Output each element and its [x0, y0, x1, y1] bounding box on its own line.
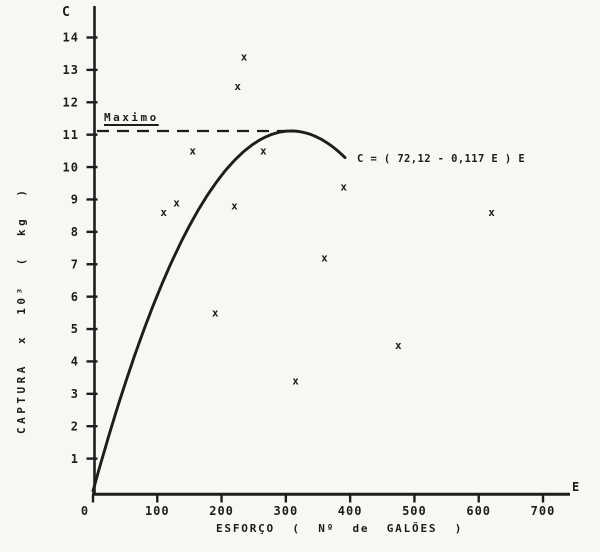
data-point-marker: x — [241, 51, 248, 64]
data-point-marker: x — [212, 307, 219, 320]
y-tick-label: 9 — [71, 193, 79, 207]
y-tick-label: 11 — [63, 128, 79, 142]
y-tick-label: 1 — [71, 452, 79, 466]
x-tick-label: 0 — [81, 504, 89, 518]
y-axis-title: CAPTURA x 10³ ( kg ) — [15, 186, 28, 434]
data-point-marker: x — [292, 375, 299, 388]
y-tick-label: 12 — [63, 95, 79, 109]
y-tick-label: 8 — [71, 225, 79, 239]
x-tick-label: 500 — [402, 504, 427, 518]
x-tick-label: 200 — [209, 504, 234, 518]
curve-equation-label: C = ( 72,12 - 0,117 E ) E — [357, 153, 526, 165]
data-point-marker: x — [488, 206, 495, 219]
x-tick-label: 100 — [145, 504, 170, 518]
data-point-marker: x — [231, 200, 238, 213]
data-point-marker: x — [234, 80, 241, 93]
x-tick-label: 300 — [274, 504, 299, 518]
y-tick-label: 10 — [63, 160, 79, 174]
x-tick-label: 700 — [531, 504, 556, 518]
y-tick-label: 4 — [71, 355, 79, 369]
maximo-annotation: Maximo — [104, 111, 159, 124]
data-point-marker: x — [321, 252, 328, 265]
x-tick-label: 400 — [338, 504, 363, 518]
x-axis-symbol: E — [572, 480, 580, 494]
data-point-marker: x — [395, 339, 402, 352]
y-tick-label: 2 — [71, 419, 79, 433]
y-tick-label: 7 — [71, 257, 79, 271]
data-point-marker: x — [260, 145, 267, 158]
y-tick-label: 6 — [71, 290, 79, 304]
data-point-marker: x — [340, 180, 347, 193]
y-tick-label: 14 — [63, 31, 79, 45]
data-point-marker: x — [173, 197, 180, 210]
y-axis-symbol: C — [62, 5, 71, 20]
x-tick-label: 600 — [466, 504, 491, 518]
x-axis-title: ESFORÇO ( Nº de GALÕES ) — [216, 522, 464, 535]
data-point-marker: x — [189, 145, 196, 158]
fitted-curve — [91, 129, 347, 493]
y-tick-label: 13 — [63, 63, 79, 77]
data-point-marker: x — [160, 206, 167, 219]
y-tick-label: 3 — [71, 387, 79, 401]
y-tick-label: 5 — [71, 322, 79, 336]
